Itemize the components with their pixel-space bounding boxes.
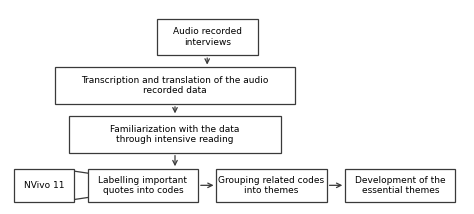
FancyBboxPatch shape [156,19,258,55]
FancyBboxPatch shape [69,116,281,153]
Text: NVivo 11: NVivo 11 [24,181,64,190]
Text: Labelling important
quotes into codes: Labelling important quotes into codes [98,176,187,195]
FancyBboxPatch shape [88,169,198,202]
FancyBboxPatch shape [216,169,327,202]
Text: Grouping related codes
into themes: Grouping related codes into themes [219,176,325,195]
FancyBboxPatch shape [55,67,294,104]
Text: Familiarization with the data
through intensive reading: Familiarization with the data through in… [110,125,240,144]
Text: Transcription and translation of the audio
recorded data: Transcription and translation of the aud… [82,76,269,95]
FancyBboxPatch shape [14,169,74,202]
FancyBboxPatch shape [345,169,456,202]
Text: Development of the
essential themes: Development of the essential themes [355,176,446,195]
Text: Audio recorded
interviews: Audio recorded interviews [173,27,242,47]
